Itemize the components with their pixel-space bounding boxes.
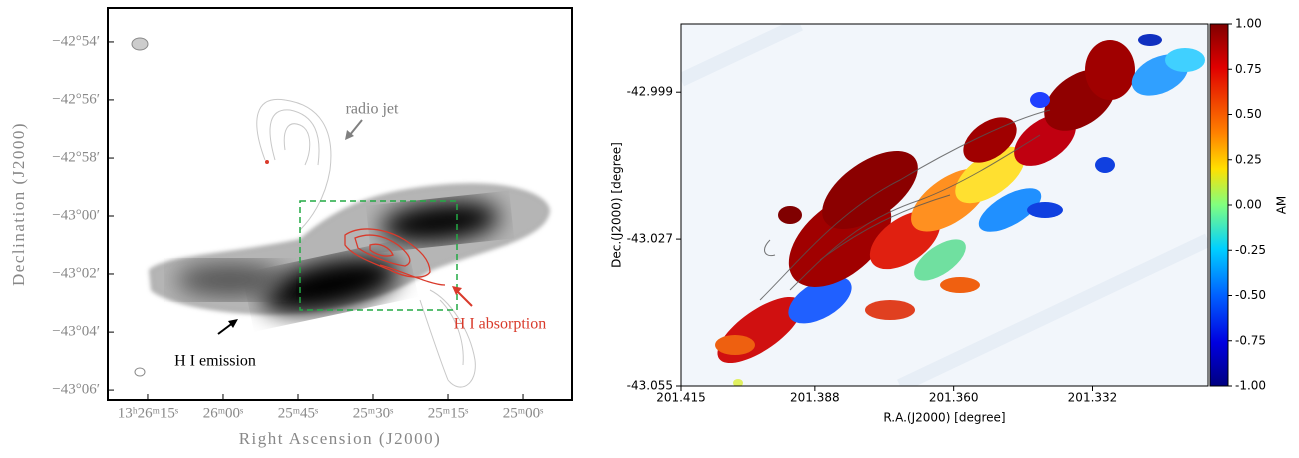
- colorbar-tick-label: 0.50: [1235, 107, 1262, 121]
- colorbar-tick-label: 1.00: [1235, 17, 1262, 31]
- y-axis-label: Declination (J2000): [9, 122, 28, 286]
- colorbar: [1209, 23, 1229, 387]
- colorbar-tick-label: -0.25: [1235, 243, 1266, 257]
- colorbar-tick-label: 0.25: [1235, 152, 1262, 166]
- y-tick-label: −43°04′: [52, 324, 100, 340]
- y-tick-label: −43°00′: [52, 207, 100, 223]
- am-map: [681, 24, 1208, 386]
- y-tick-label: −42°58′: [52, 149, 100, 165]
- colorbar-tick-label: -0.75: [1235, 333, 1266, 347]
- x-tick-label: 25ᵐ30ˢ: [353, 405, 394, 421]
- colorbar-tick-label: 0.75: [1235, 62, 1262, 76]
- annotation: H I absorption: [454, 316, 546, 333]
- x-tick-label: 25ᵐ15ˢ: [428, 405, 469, 421]
- x-tick-label: 13ʰ26ᵐ15ˢ: [118, 405, 178, 421]
- x-tick-label: 26ᵐ00ˢ: [203, 405, 244, 421]
- colorbar-tick-label: 0.00: [1235, 198, 1262, 212]
- y-tick-label: −43°06′: [52, 382, 100, 398]
- y-tick-label: -43.055: [627, 379, 673, 393]
- x-tick-label: 201.360: [929, 391, 979, 405]
- left-frame: [107, 7, 573, 401]
- x-tick-label: 201.332: [1068, 391, 1118, 405]
- x-tick-label: 25ᵐ45ˢ: [278, 405, 319, 421]
- y-tick-label: -43.027: [627, 232, 673, 246]
- annotation: radio jet: [346, 101, 399, 118]
- y-tick-label: -42.999: [627, 85, 673, 99]
- x-tick-label: 201.388: [790, 391, 840, 405]
- colorbar-tick-label: -1.00: [1235, 379, 1266, 393]
- colorbar-tick-label: -0.50: [1235, 288, 1266, 302]
- y-tick-label: −43°02′: [52, 265, 100, 281]
- x-axis-label: R.A.(J2000) [degree]: [883, 411, 1005, 425]
- y-tick-label: −42°56′: [52, 91, 100, 107]
- x-tick-label: 201.415: [656, 391, 706, 405]
- colorbar-label: AM: [1275, 196, 1289, 215]
- hi-map: [108, 8, 572, 400]
- y-axis-label: Dec.(J2000) [degree]: [610, 142, 624, 268]
- x-axis-label: Right Ascension (J2000): [239, 429, 442, 448]
- annotation: H I emission: [174, 353, 256, 370]
- y-tick-label: −42°54′: [52, 33, 100, 49]
- right-frame: [680, 23, 1209, 387]
- x-tick-label: 25ᵐ00ˢ: [503, 405, 544, 421]
